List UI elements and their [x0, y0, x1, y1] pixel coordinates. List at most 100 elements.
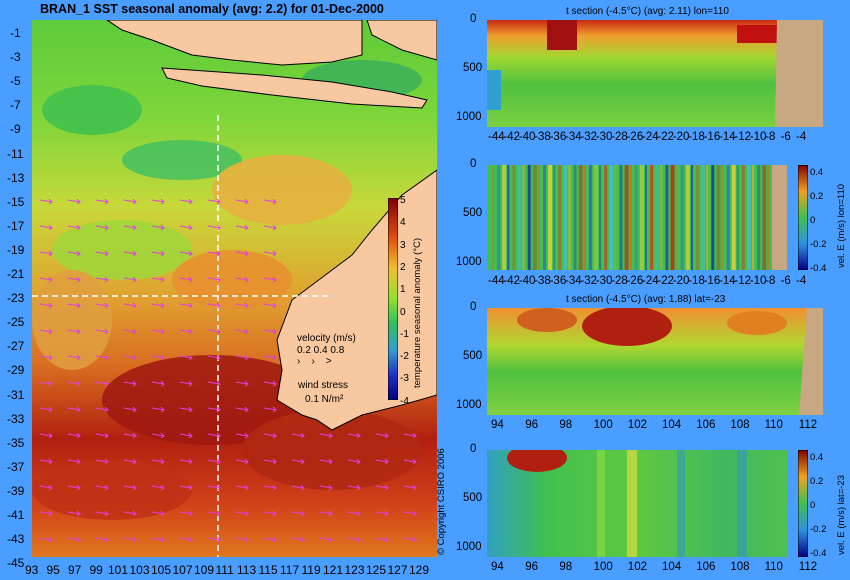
sst-colorbar-graphic	[388, 198, 398, 400]
sst-colorbar-tick-label: -4	[400, 395, 409, 407]
map-x-tick-label: 119	[301, 563, 321, 577]
map-y-tick-label: -25	[7, 315, 25, 330]
wind-arrow	[179, 406, 193, 413]
panel1-x-tick-label: -28	[611, 131, 628, 143]
map-y-tick-label: -23	[7, 291, 25, 306]
wind-arrow	[95, 458, 109, 465]
wind-arrow	[123, 406, 137, 413]
wind-arrow	[263, 536, 277, 543]
wind-arrow	[263, 510, 277, 517]
map-y-tick-label: -21	[7, 267, 25, 281]
velocity-stripe	[645, 165, 647, 270]
panel1-y-tick-label: 0	[470, 13, 477, 25]
wind-arrow	[291, 484, 305, 491]
map-y-tick-label: -5	[10, 74, 21, 89]
wind-arrow	[179, 250, 193, 257]
panel3-x-tick-label: 96	[525, 419, 538, 431]
panel2-x-tick-label: -6	[780, 275, 791, 287]
wind-arrow	[235, 302, 249, 309]
velocity-stripe	[716, 165, 721, 270]
map-y-tick-label: -9	[10, 122, 21, 137]
wind-arrow	[151, 406, 165, 413]
sst-patches	[32, 60, 422, 520]
wind-arrow	[39, 224, 53, 231]
wind-arrow	[39, 354, 53, 361]
panel2-colorbar-tick-label: 0.2	[810, 191, 824, 202]
panel4-x-tick-label: 106	[696, 561, 716, 573]
wind-arrow	[263, 328, 277, 335]
map-y-tick-label: -7	[10, 98, 21, 113]
panel3-y-tick-label: 0	[470, 301, 477, 313]
panel3-x-tick-label: 110	[764, 419, 783, 431]
wind-arrow	[95, 432, 109, 439]
panel4-x-tick-label: 108	[730, 561, 750, 573]
panel4-colorbar	[798, 450, 808, 557]
panel2-colorbar-tick-label: -0.4	[810, 263, 827, 274]
wind-legend-value: 0.1 N/m²	[305, 394, 344, 405]
wind-arrow	[67, 406, 81, 413]
sst-colorbar-tick-label: 0	[400, 306, 406, 318]
panel2-x-tick-label: -30	[595, 275, 613, 287]
velocity-stripe	[543, 165, 546, 270]
wind-arrow	[67, 510, 81, 517]
panel3-x-tick-label: 108	[730, 419, 750, 431]
wind-arrow	[39, 458, 53, 465]
panel4-colorbar-tick-label: -0.4	[810, 548, 827, 559]
main-map-title: BRAN_1 SST seasonal anomaly (avg: 2.2) f…	[40, 2, 384, 16]
wind-arrow	[39, 198, 53, 205]
map-y-tick-label: -43	[7, 532, 25, 547]
velocity-stripe	[675, 165, 678, 270]
map-x-tick-label: 111	[215, 563, 234, 577]
wind-arrow	[123, 432, 137, 439]
wind-arrow	[235, 276, 249, 283]
wind-arrow	[179, 484, 193, 491]
map-x-tick-label: 105	[151, 563, 172, 577]
wind-arrow	[67, 276, 81, 283]
wind-arrow	[151, 380, 165, 387]
panel3-plot	[487, 308, 823, 415]
wind-arrow	[39, 380, 53, 387]
map-x-tick-label: 107	[172, 563, 193, 577]
velocity-stripe	[619, 165, 623, 270]
velocity-stripe	[634, 165, 638, 270]
wind-arrow	[39, 536, 53, 543]
wind-arrow	[67, 224, 81, 231]
wind-arrow	[319, 458, 333, 465]
map-y-tick-label: -27	[7, 339, 25, 354]
panel4-colorbar-graphic	[798, 450, 808, 557]
panel4-graphic	[487, 450, 787, 557]
panel4-y-tick-label: 500	[463, 492, 483, 504]
wind-arrow	[235, 224, 249, 231]
map-y-tick-label: -15	[7, 194, 25, 209]
wind-arrow	[291, 536, 305, 543]
map-x-tick-label: 93	[25, 563, 39, 577]
velocity-stripe	[680, 165, 684, 270]
wind-arrow	[207, 484, 221, 491]
wind-arrow	[67, 432, 81, 439]
panel4-x-tick-label: 100	[593, 561, 613, 573]
map-x-tick-label: 115	[258, 563, 278, 577]
panel2-x-tick-label: -36	[549, 275, 567, 287]
wind-arrow	[39, 432, 53, 439]
wind-arrow	[95, 328, 109, 335]
panel2-x-tick-label: -44	[488, 275, 505, 287]
wind-arrow	[319, 536, 333, 543]
panel2-graphic	[487, 165, 787, 270]
wind-arrows	[39, 198, 417, 543]
wind-arrow	[235, 536, 249, 543]
wind-arrow	[263, 354, 277, 361]
panel4-y-tick-label: 1000	[456, 541, 482, 553]
wind-arrow	[67, 458, 81, 465]
map-x-tick-label: 101	[108, 563, 129, 577]
velocity-stripe	[532, 165, 537, 270]
map-x-tick-label: 121	[323, 563, 344, 577]
wind-arrow	[207, 328, 221, 335]
panel4-colorbar-tick-label: 0.4	[810, 452, 824, 463]
velocity-stripe	[568, 165, 571, 270]
panel1-x-tick-label: -42	[503, 131, 521, 143]
wind-arrow	[179, 224, 193, 231]
wind-arrow	[263, 458, 277, 465]
panel4-x-tick-label: 96	[525, 561, 538, 573]
wind-arrow	[151, 250, 165, 257]
wind-arrow	[179, 354, 193, 361]
